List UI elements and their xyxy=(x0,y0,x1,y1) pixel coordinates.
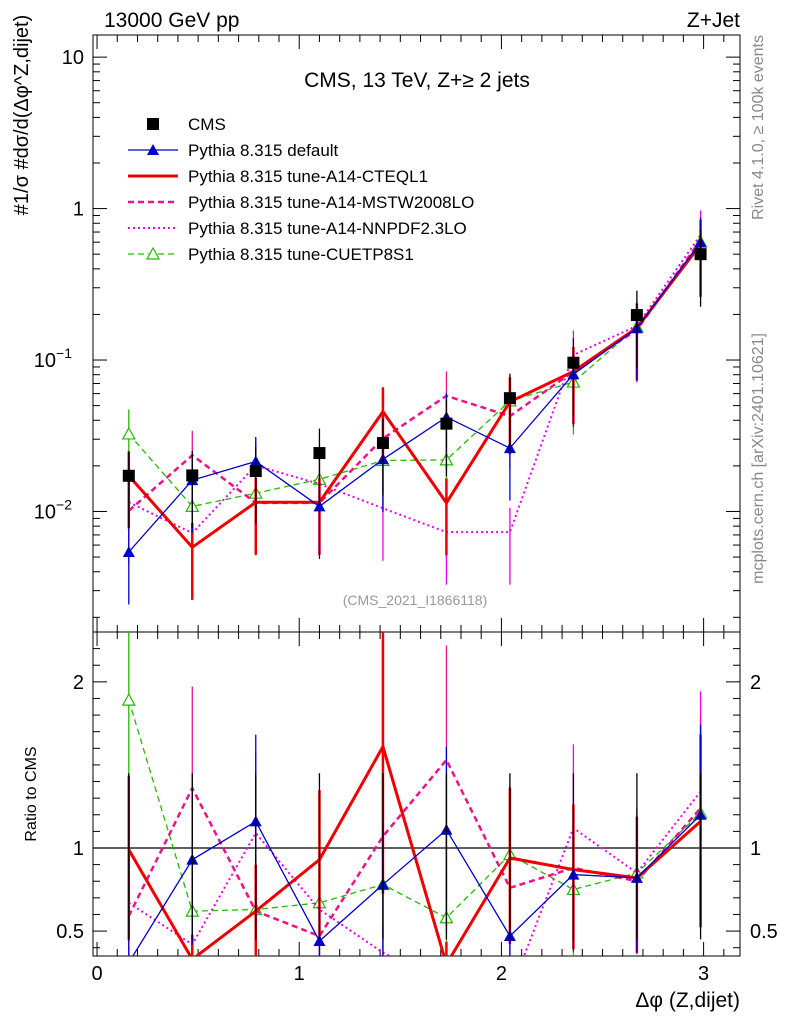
ratio-series-line xyxy=(128,790,702,956)
ratio-plot-frame xyxy=(92,631,741,957)
data-point xyxy=(376,437,389,450)
analysis-tag: (CMS_2021_I1866118) xyxy=(343,592,488,608)
legend-item: Pythia 8.315 tune-A14-NNPDF2.3LO xyxy=(128,219,467,238)
y-axis-label-text: #1/σ #dσ/d(Δφ^Z,dijet) xyxy=(11,15,33,215)
legend-label: Pythia 8.315 tune-A14-CTEQL1 xyxy=(188,167,428,186)
ratio-series-5 xyxy=(121,632,708,956)
y-axis-label: #1/σ #dσ/d(Δφ^Z,dijet) xyxy=(11,15,33,215)
data-point xyxy=(694,248,707,261)
series-line xyxy=(128,241,702,553)
legend-label: Pythia 8.315 tune-A14-MSTW2008LO xyxy=(188,193,474,212)
y-tick-label: 1 xyxy=(73,199,84,221)
data-point xyxy=(567,356,580,369)
data-point xyxy=(313,935,326,947)
ratio-series-line xyxy=(132,814,702,956)
series-4 xyxy=(128,210,702,586)
ratio-tick-label: 1 xyxy=(73,838,84,860)
series-line xyxy=(128,234,702,535)
data-point xyxy=(440,417,453,430)
header-left: 13000 GeV pp xyxy=(104,9,239,32)
series-line xyxy=(127,243,702,550)
ticks-layer: 0 1 2 3 10−2 10−1 1 10 0.5 0.5 1 1 2 2 xyxy=(34,35,778,985)
legend-label: Pythia 8.315 tune-CUETP8S1 xyxy=(188,245,414,264)
ratio-series-2 xyxy=(127,632,702,956)
series-5 xyxy=(121,217,708,559)
series-2 xyxy=(127,219,702,600)
y-tick-label: 10−2 xyxy=(34,496,72,523)
x-axis-label: Δφ (Z,dijet) xyxy=(635,989,740,1012)
ratio-series-line xyxy=(127,742,702,956)
legend-label: Pythia 8.315 default xyxy=(188,141,339,160)
ratio-series-3 xyxy=(127,645,702,956)
ratio-tick-label-right: 2 xyxy=(750,672,761,694)
ratio-plot-area xyxy=(121,632,708,968)
x-tick-label: 1 xyxy=(294,963,305,985)
legend-item: CMS xyxy=(147,115,226,134)
legend-label: Pythia 8.315 tune-A14-NNPDF2.3LO xyxy=(188,219,467,238)
x-tick-label: 0 xyxy=(91,963,102,985)
legend-item: Pythia 8.315 tune-CUETP8S1 xyxy=(128,245,414,264)
y-tick-label: 10 xyxy=(62,47,84,69)
series-line xyxy=(127,239,702,512)
ratio-tick-label-right: 1 xyxy=(750,838,761,860)
ratio-tick-label-right: 0.5 xyxy=(750,921,778,943)
data-point xyxy=(313,447,326,460)
data-point xyxy=(145,246,161,260)
data-point xyxy=(147,118,159,130)
data-point xyxy=(630,309,643,322)
header-right-vertical-top: Rivet 4.1.0, ≥ 100k events xyxy=(750,35,767,220)
x-tick-label: 3 xyxy=(698,963,709,985)
plot-title: CMS, 13 TeV, Z+≥ 2 jets xyxy=(304,69,530,92)
header-right: Z+Jet xyxy=(687,9,740,32)
series-3 xyxy=(127,215,702,564)
legend-item: Pythia 8.315 tune-A14-CTEQL1 xyxy=(128,167,428,186)
y-tick-label: 10−1 xyxy=(34,345,72,372)
legend-item: Pythia 8.315 default xyxy=(128,141,339,160)
data-point xyxy=(313,500,326,512)
data-point xyxy=(186,469,199,482)
main-plot-area xyxy=(121,210,708,605)
data-point xyxy=(122,545,135,557)
data-point xyxy=(121,426,136,440)
series-0 xyxy=(122,229,707,529)
legend-item: Pythia 8.315 tune-A14-MSTW2008LO xyxy=(128,193,474,212)
data-point xyxy=(503,392,516,405)
data-point xyxy=(122,469,135,482)
data-point xyxy=(123,957,135,968)
data-point xyxy=(249,465,262,478)
ratio-series-0 xyxy=(128,773,702,940)
legend: CMS Pythia 8.315 default Pythia 8.315 tune… xyxy=(128,115,474,264)
ratio-y-axis-label: Ratio to CMS xyxy=(23,746,40,841)
ratio-series-line xyxy=(128,699,702,919)
series-1 xyxy=(122,217,707,605)
header-right-vertical-bottom: mcplots.cern.ch [arXiv:2401.10621] xyxy=(750,333,767,584)
ratio-tick-label: 0.5 xyxy=(56,921,84,943)
ratio-series-line xyxy=(127,757,702,938)
ratio-tick-label: 2 xyxy=(73,672,84,694)
data-point xyxy=(121,692,136,706)
x-tick-label: 2 xyxy=(496,963,507,985)
series-line xyxy=(128,241,702,508)
data-point xyxy=(147,144,159,155)
legend-label: CMS xyxy=(188,115,226,134)
